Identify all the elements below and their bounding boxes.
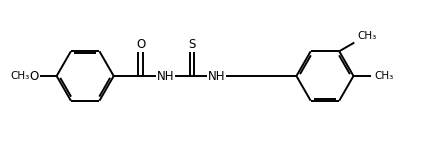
Text: O: O xyxy=(30,69,39,83)
Text: NH: NH xyxy=(208,69,226,83)
Text: NH: NH xyxy=(156,69,174,83)
Text: CH₃: CH₃ xyxy=(374,71,393,81)
Text: CH₃: CH₃ xyxy=(10,71,29,81)
Text: O: O xyxy=(136,38,145,51)
Text: S: S xyxy=(189,38,196,51)
Text: CH₃: CH₃ xyxy=(357,31,377,41)
